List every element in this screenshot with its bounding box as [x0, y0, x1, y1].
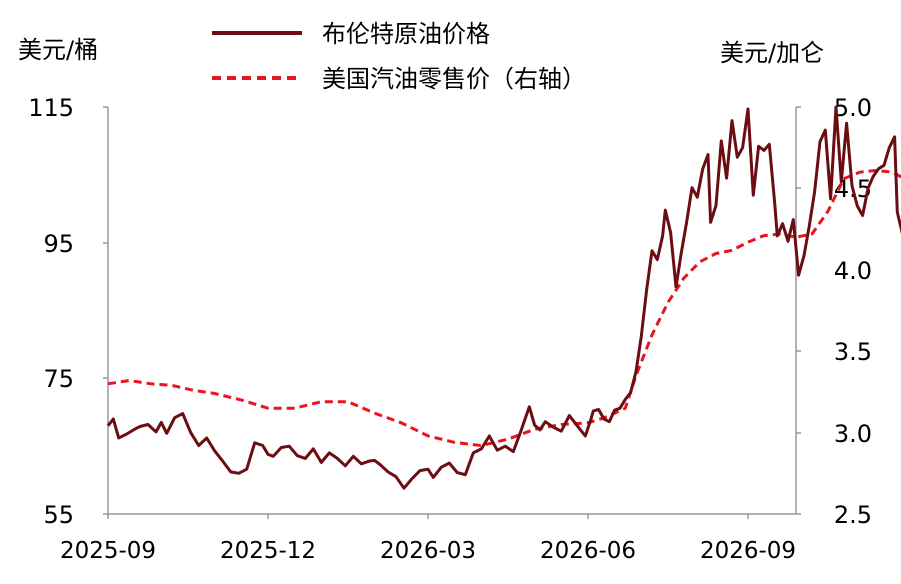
legend-label-gasoline: 美国汽油零售价（右轴）	[322, 65, 586, 93]
left-tick-label: 115	[28, 94, 74, 122]
x-tick-label: 2025-09	[60, 538, 156, 564]
series-line-brent	[106, 105, 901, 490]
right-tick-label: 4.0	[834, 257, 872, 285]
axes	[103, 106, 801, 519]
left-tick-label: 75	[43, 365, 74, 393]
x-tick-label: 2026-09	[700, 538, 796, 564]
right-tick-label: 3.5	[834, 338, 872, 366]
right-tick-label: 2.5	[834, 501, 872, 529]
x-tick-label: 2026-06	[540, 538, 636, 564]
legend-label-brent: 布伦特原油价格	[322, 20, 490, 48]
left-axis-unit: 美元/桶	[18, 36, 98, 64]
right-tick-label: 3.0	[834, 420, 872, 448]
x-tick-label: 2026-03	[380, 538, 476, 564]
x-tick-label: 2025-12	[220, 538, 316, 564]
left-tick-label: 95	[43, 230, 74, 258]
right-axis-unit: 美元/加仑	[720, 39, 824, 67]
x-tick-labels: 2025-09 2025-12 2026-03 2026-06 2026-09	[60, 538, 796, 564]
left-tick-label: 55	[43, 501, 74, 529]
right-tick-label: 5.0	[834, 94, 872, 122]
legend: 布伦特原油价格 美国汽油零售价（右轴）	[212, 20, 586, 93]
left-tick-labels: 115 95 75 55	[28, 94, 74, 529]
series-line-gasoline	[107, 169, 901, 448]
